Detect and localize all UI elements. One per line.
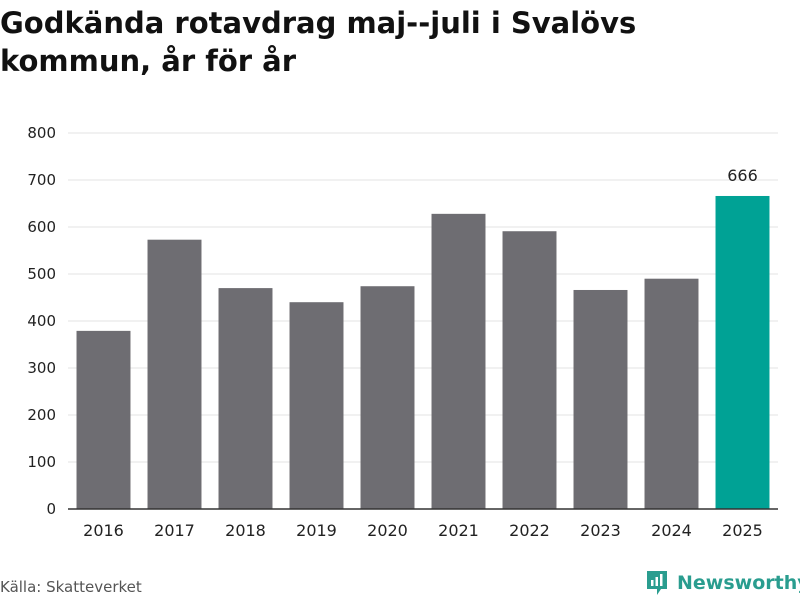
bar	[76, 330, 131, 509]
bar	[502, 231, 557, 510]
bar	[218, 288, 273, 509]
bar	[360, 286, 415, 509]
y-tick-label: 600	[27, 218, 56, 236]
x-tick-label: 2019	[296, 521, 337, 540]
y-tick-label: 0	[46, 500, 56, 518]
y-tick-label: 300	[27, 359, 56, 377]
brand-logo: Newsworthy	[645, 569, 800, 597]
x-tick-label: 2020	[367, 521, 408, 540]
x-tick-label: 2023	[580, 521, 621, 540]
x-tick-label: 2022	[509, 521, 550, 540]
x-tick-label: 2025	[722, 521, 763, 540]
x-tick-label: 2021	[438, 521, 479, 540]
y-tick-label: 800	[27, 124, 56, 142]
newsworthy-logo-icon	[647, 571, 667, 595]
data-label: 666	[727, 166, 758, 185]
bar	[147, 239, 202, 509]
chart-title: Godkända rotavdrag maj--juli i Svalövs k…	[0, 6, 637, 78]
brand-name: Newsworthy	[677, 572, 800, 594]
bar	[715, 195, 770, 510]
x-tick-label: 2018	[225, 521, 266, 540]
y-tick-label: 400	[27, 312, 56, 330]
x-tick-label: 2016	[83, 521, 124, 540]
y-tick-label: 100	[27, 453, 56, 471]
bar	[289, 302, 344, 509]
source-note: Källa: Skatteverket	[0, 578, 142, 596]
x-tick-label: 2024	[651, 521, 692, 540]
y-tick-label: 700	[27, 171, 56, 189]
y-tick-label: 500	[27, 265, 56, 283]
y-tick-label: 200	[27, 406, 56, 424]
bar	[431, 213, 486, 509]
bar	[573, 289, 628, 509]
x-tick-label: 2017	[154, 521, 195, 540]
bar	[644, 278, 699, 509]
